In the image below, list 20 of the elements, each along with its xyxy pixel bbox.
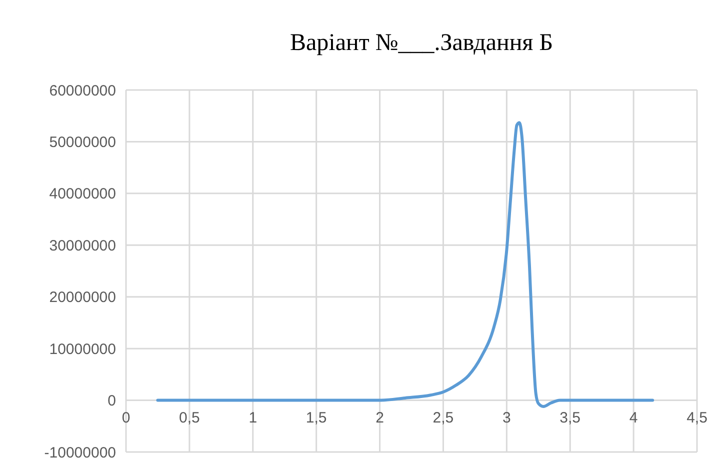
y-tick-label: 40000000	[49, 186, 116, 203]
y-tick-label: 50000000	[49, 134, 116, 151]
y-tick-label: 60000000	[49, 82, 116, 100]
x-tick-label: 4,5	[686, 409, 708, 426]
y-tick-label: 20000000	[49, 289, 116, 306]
y-tick-label: 0	[108, 392, 116, 410]
x-tick-label: 2	[376, 409, 384, 426]
y-tick-label: 30000000	[49, 237, 116, 254]
line-series	[156, 121, 654, 408]
x-tick-label: 3,5	[560, 409, 581, 426]
y-tick-label: 10000000	[49, 340, 116, 358]
x-tick-label: 1	[248, 409, 258, 426]
x-tick-label: 3	[502, 409, 511, 426]
x-tick-label: 0,5	[179, 409, 200, 426]
chart-title: Варіант №___.Завдання Б	[290, 30, 553, 56]
x-tick-label: 1,5	[306, 409, 327, 426]
x-tick-label: 0	[122, 409, 130, 426]
y-tick-label: -10000000	[44, 444, 116, 462]
x-tick-label: 2,5	[432, 409, 454, 426]
x-tick-label: 4	[629, 409, 638, 426]
